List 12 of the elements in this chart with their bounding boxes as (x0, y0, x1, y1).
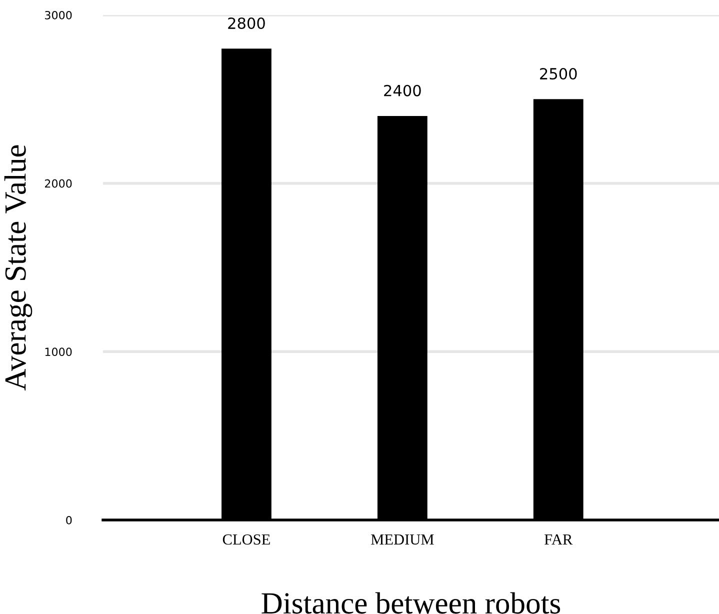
y-tick-label: 0 (66, 516, 72, 524)
data-label: 2800 (228, 17, 265, 30)
y-tick-label: 3000 (45, 10, 72, 20)
x-tick-label: MEDIUM (371, 534, 434, 545)
x-tick-label: FAR (544, 534, 573, 544)
x-tick-label: CLOSE (222, 534, 270, 545)
y-tick-label: 2000 (44, 179, 72, 188)
data-label: 2400 (384, 84, 421, 96)
y-axis-title: Average State Value (4, 145, 32, 391)
x-axis-title: Distance between robots (262, 592, 560, 614)
data-label: 2500 (540, 68, 577, 80)
y-tick-label: 1000 (45, 348, 72, 356)
